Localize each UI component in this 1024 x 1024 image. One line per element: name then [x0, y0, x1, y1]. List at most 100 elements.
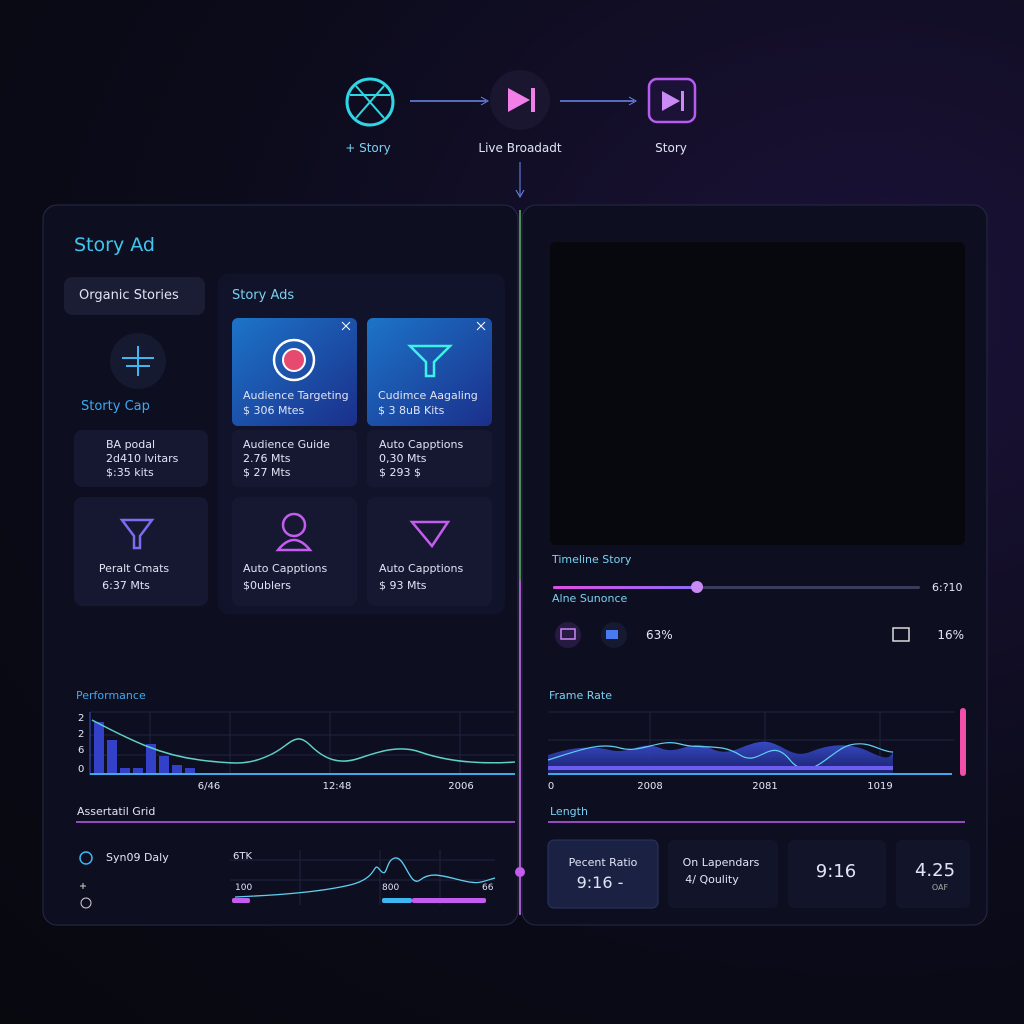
card-text: $ 93 Mts: [379, 579, 427, 592]
card-text: $ 3 8uB Kits: [378, 404, 445, 417]
close[interactable]: [341, 321, 486, 331]
line: [234, 857, 496, 898]
area: [548, 741, 893, 774]
icon: [606, 630, 618, 639]
line: [547, 742, 894, 770]
tab-label[interactable]: Organic Stories: [79, 288, 179, 303]
axis-label: 2081: [752, 781, 778, 792]
card[interactable]: [367, 318, 492, 426]
section-label: Performance: [76, 689, 146, 702]
axis-label: 2: [78, 729, 85, 740]
node-icon: [345, 77, 395, 127]
card[interactable]: [232, 497, 357, 606]
button[interactable]: [555, 622, 581, 648]
card-title: Cudimce Aagaling: [378, 389, 478, 402]
card-title: Peralt Cmats: [98, 562, 170, 575]
stat-value: 9:16: [815, 861, 857, 882]
icon: [282, 348, 306, 372]
playhead-dot: [515, 867, 525, 877]
icon: [272, 338, 316, 382]
card-text: $ 293 $: [379, 466, 421, 479]
icon: [406, 344, 454, 378]
node-glyph: [350, 85, 390, 119]
stat-title: Pecent Ratio: [568, 856, 638, 869]
axis-label: 6: [78, 745, 85, 756]
side-label: Storty Cap: [81, 399, 150, 414]
section-label: Assertatil Grid: [77, 805, 156, 818]
tab-label[interactable]: Story Ads: [232, 288, 295, 303]
card[interactable]: [74, 430, 208, 487]
stat-value: 9:16 -: [576, 873, 624, 892]
stat: 16%: [937, 628, 964, 642]
card[interactable]: [232, 430, 357, 487]
arrow-head: [628, 96, 638, 106]
play-glyph: [681, 91, 684, 111]
axis-label: 6/46: [197, 781, 221, 792]
stat-card[interactable]: [896, 840, 970, 908]
card[interactable]: [232, 318, 357, 426]
card-text: $ 27 Mts: [243, 466, 291, 479]
arrow-head: [480, 96, 490, 106]
card[interactable]: [367, 497, 492, 606]
stat-card[interactable]: [547, 839, 659, 909]
axis-label: 66: [482, 883, 494, 893]
axis-label: 2: [78, 713, 85, 724]
section-label: Frame Rate: [549, 689, 612, 702]
axis-label: 800: [382, 883, 400, 893]
axis-label: 0: [547, 781, 555, 792]
stat-card[interactable]: [788, 840, 886, 908]
slider-thumb[interactable]: [691, 581, 703, 593]
panel-title: Story Ad: [74, 234, 155, 256]
icon: [281, 512, 307, 538]
tab[interactable]: [64, 277, 205, 315]
play-glyph: [531, 88, 535, 112]
label: Timeline Story: [552, 553, 632, 566]
icon: [79, 851, 93, 865]
stat-sub: OAF: [931, 883, 949, 892]
axis-label: 2006: [448, 781, 474, 792]
node-label: Story: [655, 141, 687, 155]
label: 6:?10: [932, 581, 963, 594]
stat: 63%: [646, 628, 673, 642]
icon: [560, 628, 576, 640]
card-text: $0ublers: [243, 579, 292, 592]
card-title: Audience Guide: [243, 438, 330, 451]
card-title: Auto Capptions: [243, 562, 328, 575]
stat-card[interactable]: [668, 840, 778, 908]
card-text: 6:37 Mts: [102, 579, 150, 592]
card-text: $ 306 Mtes: [243, 404, 305, 417]
progress: [232, 898, 250, 903]
icon: [275, 538, 313, 552]
axis-label: 100: [235, 883, 253, 893]
card-text: $:35 kits: [106, 466, 154, 479]
card-text: 2.76 Mts: [243, 452, 291, 465]
card-title: Auto Capptions: [379, 438, 464, 451]
preview: [550, 242, 965, 545]
chart-title: 6TK: [233, 851, 253, 862]
icon[interactable]: [892, 627, 910, 642]
section-label: Length: [550, 805, 588, 818]
axis-label: 0: [78, 764, 85, 775]
axis-label: 12:48: [322, 781, 352, 792]
node-label: Live Broadadt: [478, 141, 562, 155]
card[interactable]: [367, 430, 492, 487]
icon: [409, 520, 451, 549]
icon: [119, 518, 155, 550]
axis-label: 1019: [867, 781, 893, 792]
stat-title: On Lapendars: [682, 856, 760, 869]
card-title: Auto Capptions: [379, 562, 464, 575]
play-glyph: [662, 91, 680, 111]
icon: [80, 897, 92, 909]
row-label: Syn09 Daly: [106, 851, 169, 864]
stat-value: 4/ Qoulity: [685, 873, 739, 886]
line: [91, 719, 516, 764]
icon-glyph: [122, 346, 154, 376]
card-text: BA podal: [106, 438, 156, 451]
card-text: 2d410 lvitars: [106, 452, 179, 465]
card[interactable]: [74, 497, 208, 606]
slider-fill: [553, 586, 697, 589]
label: Alne Sunonce: [552, 592, 628, 605]
card-title: Audience Targeting: [243, 389, 349, 402]
